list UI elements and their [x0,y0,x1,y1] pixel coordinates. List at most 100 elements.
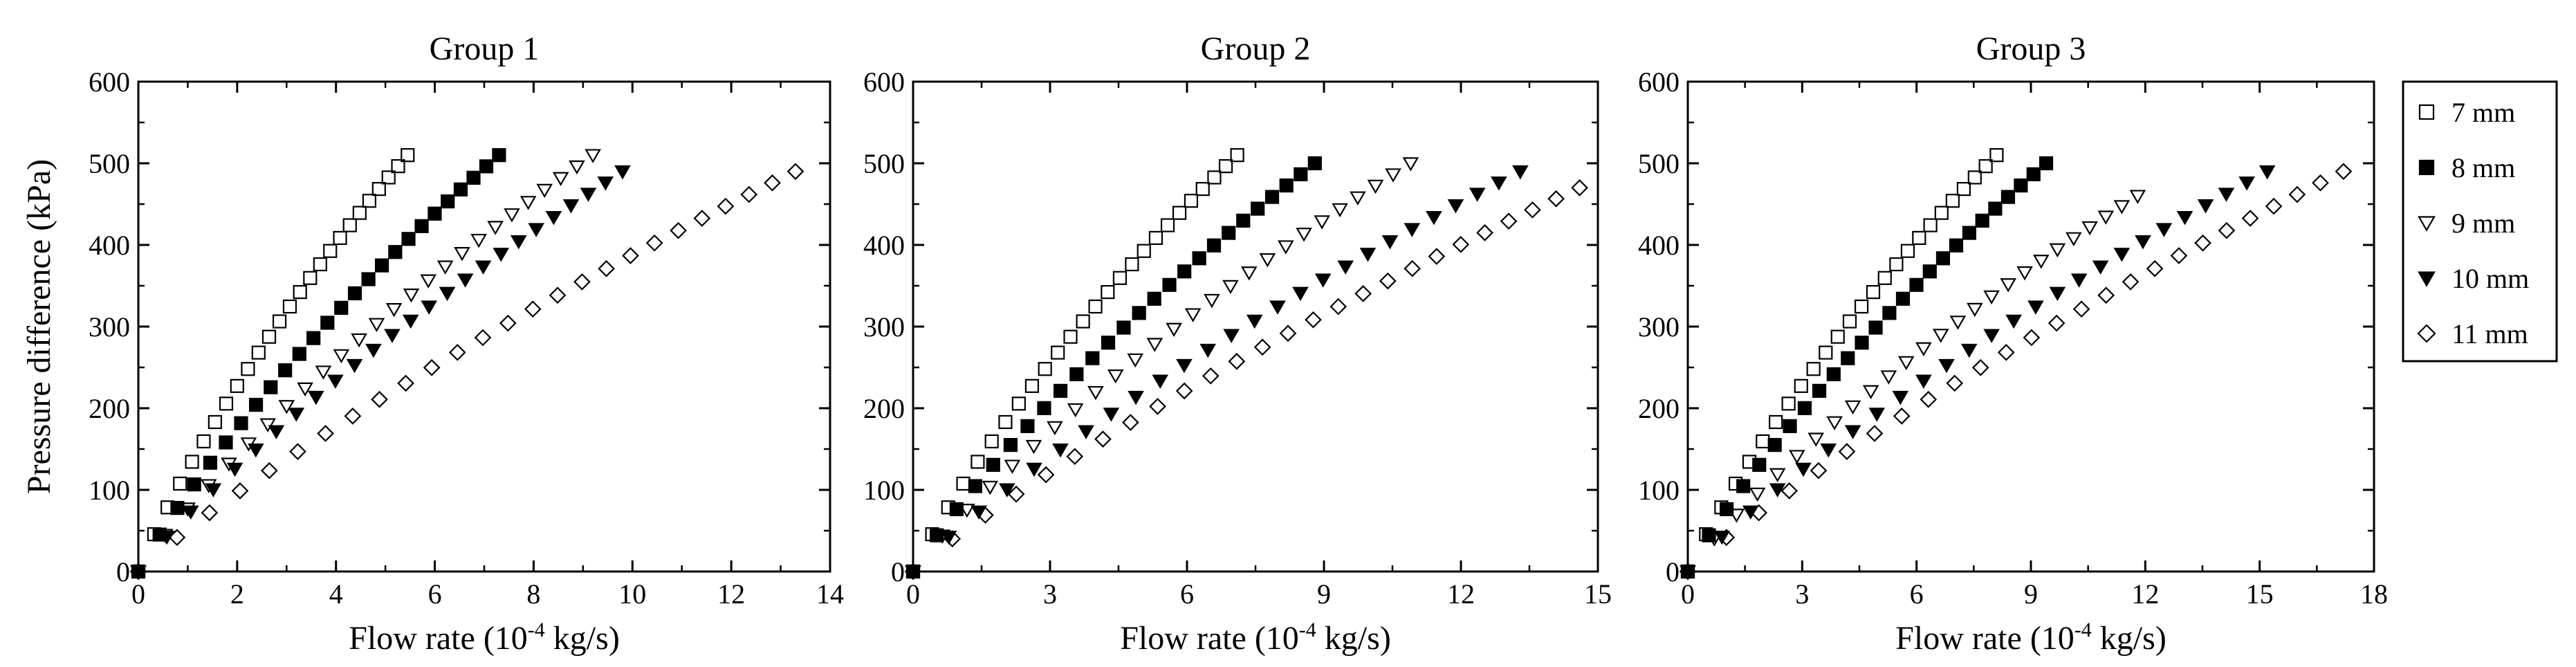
y-tick-label: 0 [891,556,905,587]
data-point [475,260,492,275]
data-point [1997,343,2015,361]
data-point [1177,264,1192,279]
data-point [327,374,344,389]
data-point [764,174,781,192]
data-point [168,529,186,547]
data-point [268,425,285,439]
data-point [1025,439,1042,455]
data-point [1841,351,1855,365]
data-point [1354,285,1372,302]
data-point [414,219,429,233]
data-point [984,434,999,449]
data-point [2014,178,2028,193]
data-point [2155,223,2173,237]
data-point [519,196,537,210]
data-point [1842,314,1857,329]
y-tick-label: 500 [863,148,905,179]
x-tick-label: 14 [816,578,844,610]
data-point [1236,213,1251,228]
data-point [261,462,278,479]
data-point [352,205,367,220]
data-point [1491,176,1507,191]
data-point [528,223,545,237]
data-point [397,374,414,392]
data-point [313,257,327,272]
data-point [1063,329,1078,344]
series-9-mm [1680,190,2146,580]
data-point [1222,280,1239,295]
data-point [2265,197,2283,215]
data-point [1087,385,1104,401]
data-point [278,400,295,414]
data-point [1038,362,1052,376]
data-point [510,235,527,250]
x-tick-label: 9 [1317,578,1331,610]
data-point [1146,338,1163,352]
data-point [288,408,305,422]
data-point [598,259,615,277]
data-point [693,210,711,227]
data-point [342,218,357,232]
data-point [351,333,367,348]
x-tick-label: 15 [2246,578,2274,610]
data-point [2081,221,2098,236]
data-point [203,455,218,470]
data-point [388,245,403,259]
data-point [1359,248,1377,262]
x-axis-label: Flow rate (10-4 kg/s) [1120,619,1391,657]
data-point [1078,425,1094,439]
data-point [2039,156,2054,171]
data-point [219,396,234,411]
data-point [536,183,553,199]
data-point [1228,352,1246,370]
data-point [1469,188,1486,202]
data-point [205,483,222,497]
y-tick-label: 600 [1638,66,1680,98]
series-8-mm [1680,156,2054,579]
data-point [1855,336,1869,350]
data-point [2048,314,2066,332]
data-point [1810,462,1828,479]
legend-label: 10 mm [2451,263,2529,294]
data-point [264,380,278,394]
data-point [231,482,249,500]
data-point [441,194,455,209]
data-point [2000,278,2016,293]
series-7-mm [1680,148,2004,579]
data-point [1101,336,1116,350]
data-point [1337,260,1354,275]
data-point [970,455,985,469]
data-point [1750,504,1768,522]
data-point [436,260,454,275]
data-point [545,211,562,226]
data-point [439,286,456,302]
data-point [1385,168,1401,183]
x-tick-label: 18 [2360,578,2388,610]
data-point [1945,194,1960,208]
data-point [1718,529,1736,547]
data-point [580,188,597,202]
series-11-mm [129,163,804,581]
data-point [1706,532,1723,547]
data-point [1199,343,1217,358]
data-point [1971,358,1989,376]
data-point [371,182,386,197]
data-point [1175,382,1193,400]
data-point [1806,362,1821,376]
data-point [226,462,243,477]
data-point [1547,190,1565,208]
data-point [1447,199,1464,214]
series-10-mm [130,165,631,580]
data-point [1880,370,1897,385]
data-point [1296,228,1312,242]
data-point [403,288,420,303]
data-point [1085,351,1100,365]
data-point [362,194,377,208]
data-point [1983,329,2000,343]
x-tick-label: 12 [717,578,745,610]
data-point [333,230,347,245]
data-point [1307,156,1322,171]
data-point [1206,238,1222,253]
legend-label: 11 mm [2451,318,2528,349]
data-point [905,565,921,580]
